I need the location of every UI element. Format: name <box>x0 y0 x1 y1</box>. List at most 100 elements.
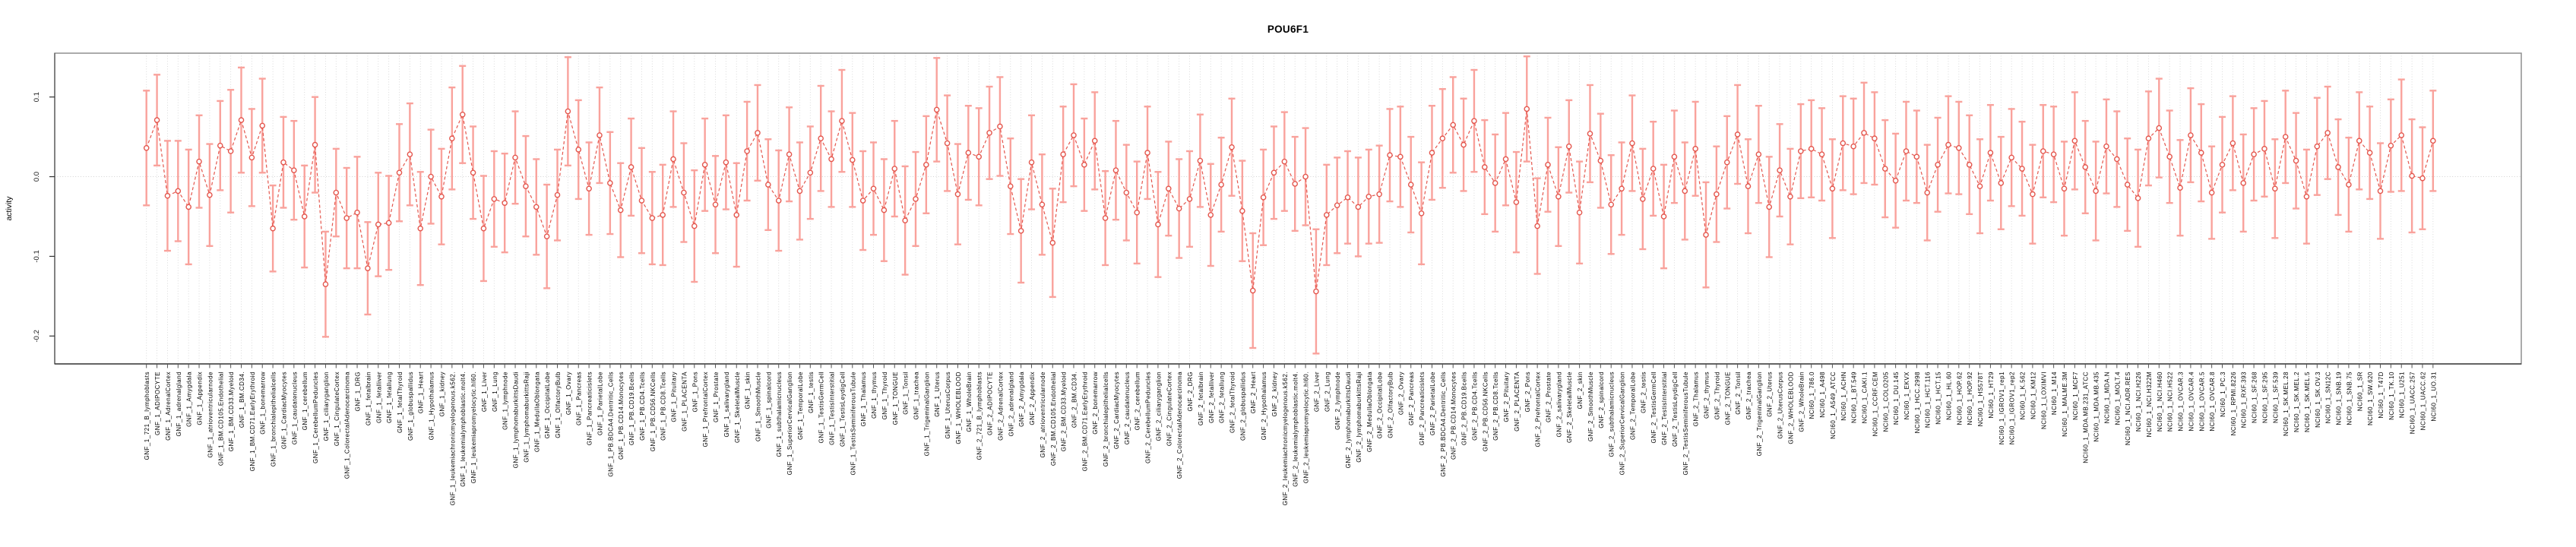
x-category-label: GNF_2_bonemarrow <box>1092 372 1099 435</box>
data-point <box>480 225 487 232</box>
data-point <box>1956 144 1962 151</box>
data-point <box>2324 130 2331 136</box>
data-point <box>1207 212 1214 218</box>
data-point <box>217 142 223 149</box>
data-point <box>1723 159 1730 166</box>
data-point <box>607 180 613 186</box>
data-point <box>2124 182 2131 188</box>
x-category-label: NCI60_1_SN12C <box>2325 372 2332 423</box>
data-point <box>1755 151 1762 157</box>
x-category-label: NCI60_1_MALME.3M <box>2062 372 2068 437</box>
x-category-label: GNF_2_WHOLEBLOOD <box>1787 372 1794 444</box>
data-point <box>1903 148 1910 154</box>
data-point <box>1818 151 1825 157</box>
x-category-label: GNF_2_Hypothalamus <box>1261 372 1267 440</box>
data-point <box>1028 159 1035 166</box>
data-point <box>2219 162 2226 168</box>
x-category-label: GNF_2_Appendix <box>1029 372 1036 425</box>
data-point <box>923 162 929 168</box>
x-category-label: NCI60_1_HOP.62 <box>1956 372 1963 425</box>
x-category-label: GNF_2_TrigeminalGanglion <box>1756 372 1763 456</box>
x-category-label: GNF_2_leukemialymphoblastic.molt4. <box>1293 372 1299 487</box>
data-point <box>259 122 266 129</box>
data-point <box>1692 146 1698 152</box>
data-point <box>681 189 687 196</box>
x-category-label: GNF_1_TONGUE <box>892 372 899 425</box>
data-point <box>1397 153 1404 160</box>
x-category-label: GNF_1_ColorectalAdenocarcinoma <box>344 372 351 479</box>
data-point <box>417 225 424 232</box>
data-point <box>1881 166 1888 172</box>
data-point <box>1798 148 1804 154</box>
x-category-label: NCI60_1_CCRF.CEM <box>1872 372 1878 436</box>
x-category-label: GNF_2_lymphomaburkittsDaudi <box>1345 372 1352 468</box>
x-category-label: NCI60_1_OVCAR.3 <box>2178 372 2185 432</box>
y-tick-label: -0.1 <box>33 250 41 262</box>
data-point <box>1134 209 1140 216</box>
data-point <box>1935 162 1941 168</box>
data-point <box>1460 141 1467 148</box>
x-category-label: NCI60_1_EKVX <box>1904 372 1910 420</box>
x-category-label: NCI60_1_COLO205 <box>1882 372 1889 432</box>
data-point <box>1039 201 1046 208</box>
x-category-label: GNF_1_lymphnode <box>502 372 509 430</box>
data-point <box>2008 154 2014 161</box>
data-point <box>1660 213 1667 220</box>
data-point <box>459 111 466 118</box>
data-point <box>449 135 455 142</box>
data-point <box>1324 212 1330 218</box>
x-category-label: GNF_2_spinalcord <box>1598 372 1605 428</box>
x-category-label: GNF_1_SkeletalMuscle <box>734 372 741 443</box>
x-category-label: GNF_1_adrenalgland <box>176 372 182 437</box>
x-category-label: NCI60_1_NCI.H226 <box>2135 372 2142 432</box>
data-point <box>628 164 635 170</box>
x-category-label: GNF_1_kidney <box>438 372 445 416</box>
data-point <box>438 193 445 200</box>
x-category-label: NCI60_1_PC.3 <box>2220 372 2226 417</box>
x-category-label: GNF_1_salivarygland <box>723 372 730 437</box>
data-point <box>407 151 413 157</box>
data-point <box>512 154 518 161</box>
data-point <box>2156 125 2163 131</box>
data-point <box>2314 143 2321 150</box>
data-point <box>1597 157 1604 164</box>
data-point <box>691 223 698 229</box>
x-category-label: GNF_1_bronchialepithelialcells <box>271 372 277 466</box>
x-category-label: GNF_2_cerebellum <box>1135 372 1141 430</box>
x-category-label: GNF_2_BM.CD33.Myeloid <box>1061 372 1068 451</box>
data-point <box>2293 157 2299 164</box>
data-point <box>333 189 340 196</box>
x-category-label: GNF_2_Liver <box>1313 372 1320 412</box>
data-point <box>2430 138 2436 144</box>
data-point <box>1091 138 1098 144</box>
x-category-label: NCI60_1_A549_ATCC <box>1830 372 1837 439</box>
x-category-label: GNF_2_testis <box>1640 372 1647 413</box>
data-point <box>2388 142 2394 149</box>
x-category-label: GNF_2_Lung <box>1324 372 1331 412</box>
data-point <box>1450 122 1457 128</box>
data-point <box>1144 150 1150 156</box>
data-point <box>523 183 529 189</box>
data-point <box>175 188 182 194</box>
data-point <box>1176 205 1182 212</box>
x-category-label: GNF_2_subthalamicnucleus <box>1609 372 1616 457</box>
data-point <box>396 169 403 176</box>
data-point <box>1861 130 1867 136</box>
data-point <box>533 204 540 210</box>
x-category-label: GNF_2_SmoothMuscle <box>1587 372 1594 441</box>
data-point <box>1439 135 1446 142</box>
data-point <box>280 159 286 166</box>
data-point <box>1165 185 1172 192</box>
data-point <box>1787 193 1793 200</box>
x-category-label: NCI60_1_SF.539 <box>2272 372 2279 423</box>
data-point <box>1872 135 1878 142</box>
data-point <box>1249 287 1256 294</box>
x-category-label: NCI60_1_MCF7 <box>2072 372 2079 420</box>
data-point <box>1229 144 1235 150</box>
x-category-label: GNF_2_Pancreas <box>1408 372 1415 425</box>
x-category-label: GNF_2_Heart <box>1250 372 1257 414</box>
data-point <box>2103 143 2109 150</box>
data-point <box>786 151 793 157</box>
x-category-label: NCI60_1_KM12 <box>2030 372 2036 419</box>
